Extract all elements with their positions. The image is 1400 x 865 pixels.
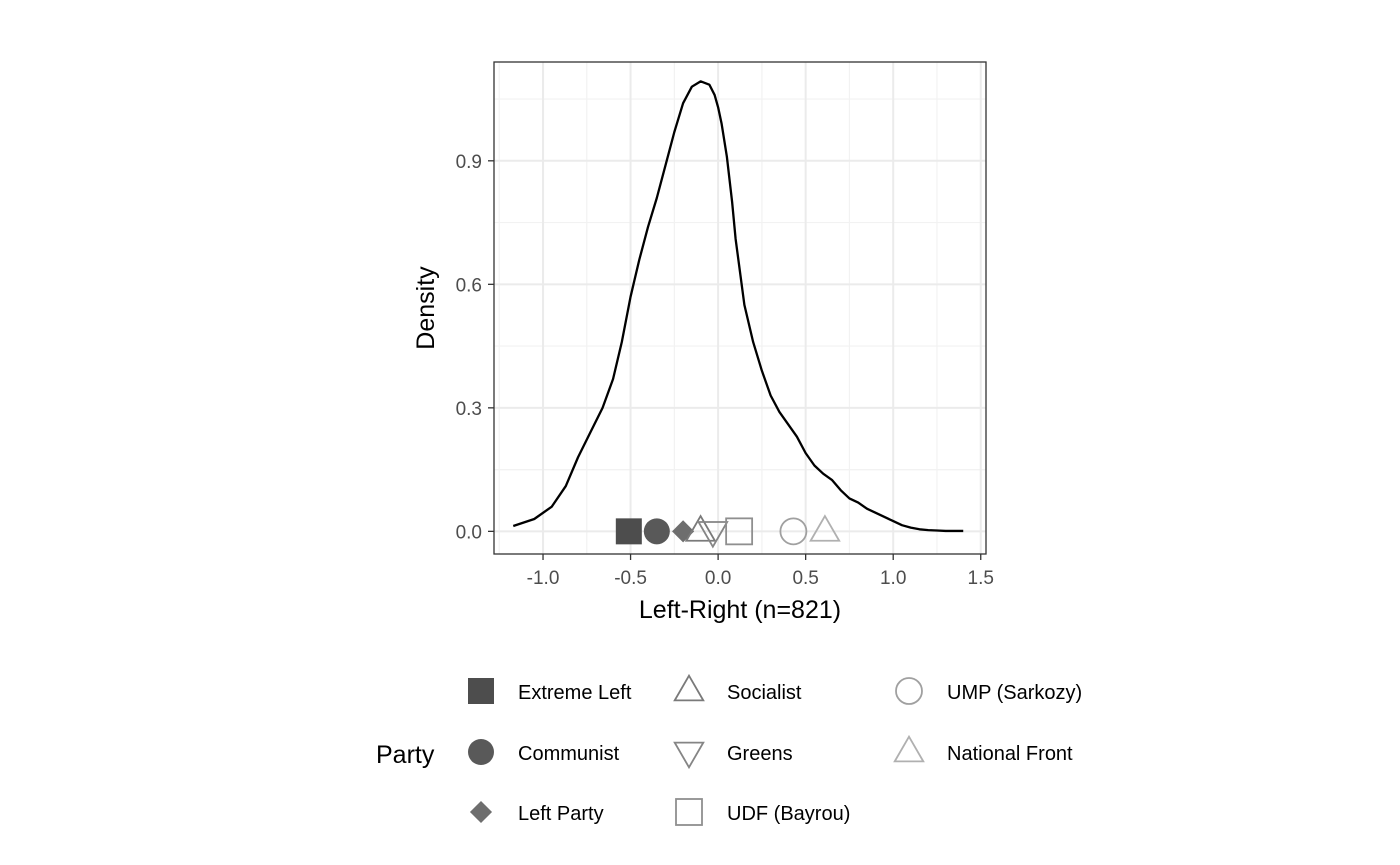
legend-key [895, 677, 923, 705]
legend-label: Extreme Left [518, 682, 632, 704]
x-tick-label: 0.5 [792, 568, 818, 589]
legend-label: Communist [518, 743, 620, 765]
legend-key [469, 800, 493, 824]
y-axis-title: Density [412, 266, 440, 350]
plot-area [493, 61, 987, 555]
legend-item: UMP (Sarkozy) [895, 677, 1082, 705]
x-tick-label: 0.0 [705, 568, 731, 589]
legend-key [675, 798, 703, 826]
legend-item: Greens [673, 741, 793, 770]
party-point [809, 514, 841, 542]
panel-background [494, 62, 986, 554]
legend-title: Party [376, 741, 435, 769]
legend-label: National Front [947, 743, 1073, 765]
legend: Party Extreme Left Communist Left Party Soc… [376, 673, 1082, 826]
party-point [725, 517, 754, 546]
legend-label: UDF (Bayrou) [727, 803, 850, 825]
x-tick-label: 1.0 [880, 568, 906, 589]
party-point [643, 518, 670, 545]
legend-item: Extreme Left [468, 678, 632, 704]
legend-item: National Front [893, 734, 1073, 765]
y-axis: 0.0 0.3 0.6 0.9 [456, 152, 494, 543]
legend-item: Left Party [469, 800, 604, 825]
party-point [779, 517, 808, 546]
y-tick-label: 0.0 [456, 522, 482, 543]
panel-border [493, 61, 987, 555]
legend-key [468, 678, 494, 704]
y-tick-label: 0.9 [456, 152, 482, 173]
x-tick-label: 1.5 [968, 568, 994, 589]
x-tick-label: -0.5 [614, 568, 647, 589]
legend-key [673, 673, 705, 702]
legend-key [893, 734, 925, 763]
legend-key [468, 739, 494, 765]
y-tick-label: 0.6 [456, 275, 482, 296]
party-point [697, 521, 729, 549]
legend-item: UDF (Bayrou) [675, 798, 850, 826]
party-point [615, 518, 642, 545]
x-tick-label: -1.0 [527, 568, 560, 589]
y-tick-label: 0.3 [456, 399, 482, 420]
x-axis-title: Left-Right (n=821) [639, 596, 841, 624]
legend-key [673, 741, 705, 770]
legend-label: Socialist [727, 682, 802, 704]
legend-item: Socialist [673, 673, 802, 704]
legend-label: UMP (Sarkozy) [947, 682, 1082, 704]
legend-item: Communist [468, 739, 620, 765]
party-point [684, 514, 717, 542]
legend-label: Greens [727, 743, 793, 765]
density-curve [512, 80, 964, 533]
legend-label: Left Party [518, 803, 604, 825]
x-axis: -1.0 -0.5 0.0 0.5 1.0 1.5 [527, 554, 994, 589]
